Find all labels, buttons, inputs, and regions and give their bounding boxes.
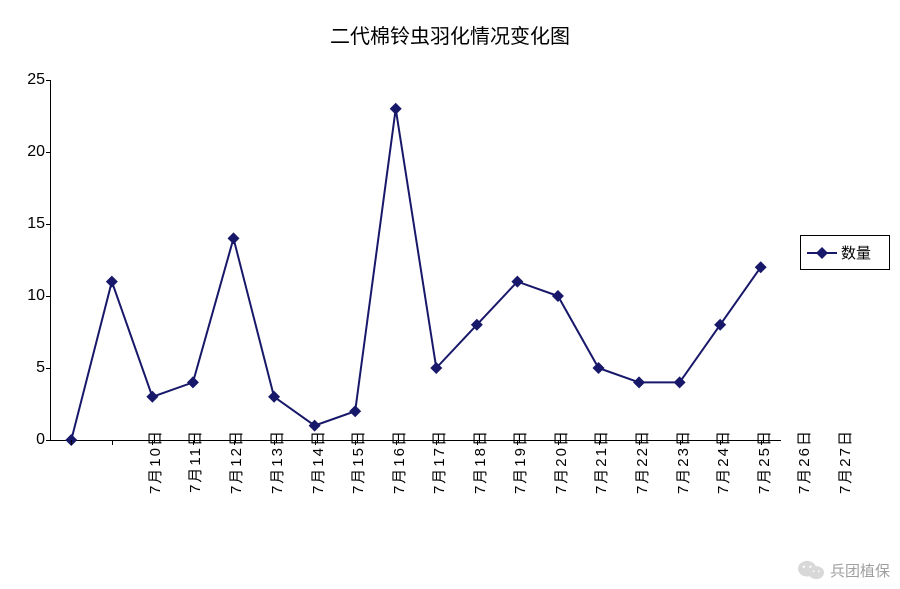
watermark: 兵团植保 [798, 559, 890, 581]
line-series [51, 80, 781, 440]
x-tick-mark [639, 440, 640, 445]
y-tick-label: 5 [23, 359, 45, 377]
y-tick-label: 10 [23, 287, 45, 305]
x-tick-label: 7月22日 [631, 429, 652, 494]
x-tick-mark [274, 440, 275, 445]
x-tick-mark [193, 440, 194, 445]
series-marker [755, 261, 767, 273]
y-tick-mark [46, 440, 51, 441]
y-tick-mark [46, 224, 51, 225]
plot-area: 05101520257月10日7月11日7月12日7月13日7月14日7月15日… [50, 80, 781, 441]
series-marker [187, 376, 199, 388]
x-tick-mark [558, 440, 559, 445]
legend: 数量 [800, 235, 890, 270]
y-tick-label: 20 [23, 143, 45, 161]
x-tick-mark [761, 440, 762, 445]
x-tick-mark [234, 440, 235, 445]
series-marker [106, 276, 118, 288]
legend-marker [807, 247, 837, 259]
x-tick-label: 7月19日 [509, 429, 530, 494]
x-tick-mark [477, 440, 478, 445]
series-marker [228, 232, 240, 244]
x-tick-mark [355, 440, 356, 445]
y-tick-mark [46, 80, 51, 81]
x-tick-mark [436, 440, 437, 445]
series-marker [146, 391, 158, 403]
x-tick-label: 7月12日 [225, 429, 246, 494]
series-marker [593, 362, 605, 374]
x-tick-label: 7月27日 [834, 429, 855, 494]
x-tick-label: 7月10日 [144, 429, 165, 494]
legend-label: 数量 [841, 242, 871, 263]
y-tick-mark [46, 368, 51, 369]
y-tick-label: 0 [23, 431, 45, 449]
series-marker [390, 103, 402, 115]
x-tick-mark [112, 440, 113, 445]
x-tick-label: 7月14日 [307, 429, 328, 494]
x-tick-mark [71, 440, 72, 445]
x-tick-label: 7月25日 [753, 429, 774, 494]
series-marker [552, 290, 564, 302]
x-tick-label: 7月17日 [428, 429, 449, 494]
x-tick-label: 7月11日 [184, 429, 205, 493]
x-tick-label: 7月15日 [347, 429, 368, 494]
y-tick-mark [46, 152, 51, 153]
series-marker [674, 376, 686, 388]
x-tick-mark [720, 440, 721, 445]
chart-title: 二代棉铃虫羽化情况变化图 [0, 20, 900, 49]
x-tick-mark [315, 440, 316, 445]
x-tick-label: 7月23日 [672, 429, 693, 494]
y-tick-mark [46, 296, 51, 297]
series-marker [714, 319, 726, 331]
series-marker [349, 405, 361, 417]
x-tick-mark [599, 440, 600, 445]
x-tick-label: 7月26日 [793, 429, 814, 494]
x-tick-label: 7月13日 [266, 429, 287, 494]
x-tick-mark [517, 440, 518, 445]
x-tick-mark [396, 440, 397, 445]
series-line [71, 109, 760, 440]
series-marker [633, 376, 645, 388]
x-tick-label: 7月20日 [550, 429, 571, 494]
watermark-text: 兵团植保 [830, 560, 890, 581]
x-tick-label: 7月24日 [712, 429, 733, 494]
y-tick-label: 25 [23, 71, 45, 89]
x-tick-label: 7月21日 [590, 429, 611, 494]
x-tick-label: 7月16日 [388, 429, 409, 494]
y-tick-label: 15 [23, 215, 45, 233]
x-tick-label: 7月18日 [469, 429, 490, 494]
wechat-icon [798, 559, 824, 581]
x-tick-mark [680, 440, 681, 445]
x-tick-mark [152, 440, 153, 445]
